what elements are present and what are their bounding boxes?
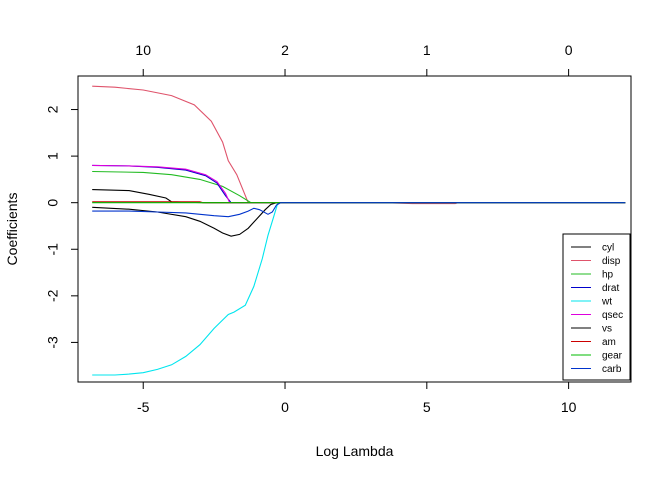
legend-label-disp: disp bbox=[602, 256, 621, 267]
y-tick-label: -2 bbox=[45, 289, 61, 302]
plot-frame bbox=[77, 75, 632, 383]
series-line-cyl bbox=[92, 189, 626, 204]
x-tick-label: -5 bbox=[137, 399, 150, 415]
y-tick-label: -3 bbox=[45, 336, 61, 349]
x-tick-label: 10 bbox=[561, 399, 577, 415]
series-line-qsec bbox=[92, 164, 626, 204]
x-tick-label: 5 bbox=[423, 399, 431, 415]
y-tick-label: 2 bbox=[45, 105, 61, 113]
legend-label-carb: carb bbox=[602, 364, 622, 375]
top-tick-label: 0 bbox=[565, 42, 573, 58]
legend-label-qsec: qsec bbox=[602, 310, 623, 321]
legend-label-wt: wt bbox=[601, 297, 612, 308]
y-axis: -3 -2 -1 0 1 2 bbox=[45, 105, 79, 349]
legend-label-vs: vs bbox=[602, 324, 612, 335]
legend-label-cyl: cyl bbox=[602, 243, 614, 254]
legend: cyl disp hp drat wt qsec vs am gear carb bbox=[562, 233, 631, 381]
y-tick-label: 1 bbox=[45, 152, 61, 160]
series-layer bbox=[92, 85, 626, 376]
series-line-carb bbox=[92, 202, 626, 218]
y-axis-label: Coefficients bbox=[4, 193, 20, 266]
x-tick-label: 0 bbox=[281, 399, 289, 415]
y-tick-label: 0 bbox=[45, 199, 61, 207]
series-line-disp bbox=[92, 85, 626, 205]
legend-label-gear: gear bbox=[602, 351, 623, 362]
series-line-hp bbox=[92, 170, 626, 204]
legend-label-drat: drat bbox=[602, 283, 619, 294]
top-axis: 10 2 1 0 bbox=[135, 42, 573, 77]
series-line-wt bbox=[92, 202, 626, 376]
legend-box bbox=[562, 233, 631, 381]
series-line-drat bbox=[92, 164, 626, 204]
top-tick-label: 2 bbox=[281, 42, 289, 58]
x-axis-label: Log Lambda bbox=[316, 443, 394, 459]
y-tick-label: -1 bbox=[45, 243, 61, 256]
legend-label-am: am bbox=[602, 337, 616, 348]
top-tick-label: 10 bbox=[135, 42, 151, 58]
series-line-vs bbox=[92, 202, 626, 237]
legend-label-hp: hp bbox=[602, 270, 614, 281]
top-tick-label: 1 bbox=[423, 42, 431, 58]
x-axis: -5 0 5 10 bbox=[137, 381, 577, 415]
